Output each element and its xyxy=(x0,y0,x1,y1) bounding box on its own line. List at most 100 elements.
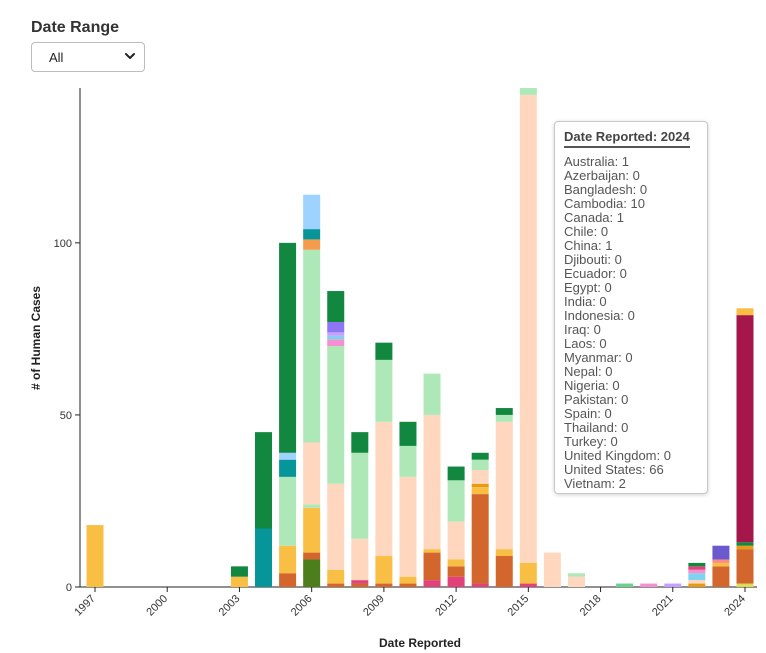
bar-segment-2022-egypt[interactable] xyxy=(688,580,706,584)
bar-segment-2007-indonesia[interactable] xyxy=(327,346,345,484)
tooltip-title: Date Reported: 2024 xyxy=(564,129,690,148)
bar-segment-2020-laos[interactable] xyxy=(640,583,658,587)
bar-segment-2005-indonesia[interactable] xyxy=(279,476,297,546)
bar-segment-2013-cambodia[interactable] xyxy=(471,494,489,584)
bar-segment-2007-laos[interactable] xyxy=(327,339,345,347)
bar-segment-2014-cambodia[interactable] xyxy=(495,556,513,587)
bar-segment-2013-egypt[interactable] xyxy=(471,469,489,484)
bar-segment-2010-china[interactable] xyxy=(399,421,417,446)
y-tick-label: 0 xyxy=(66,582,72,594)
bar-segment-2022-laos[interactable] xyxy=(688,569,706,574)
bar-segment-2006-indonesia[interactable] xyxy=(303,249,321,443)
bar-segment-2019-chile[interactable] xyxy=(616,583,634,587)
bar-segment-2014-china[interactable] xyxy=(495,408,513,415)
bar-segment-2007-myanmar[interactable] xyxy=(327,322,345,333)
bar-segment-2007-nigeria[interactable] xyxy=(327,335,345,340)
bar-segment-2012-vietnam[interactable] xyxy=(447,559,465,567)
bar-segment-2010-egypt[interactable] xyxy=(399,476,417,577)
bar-segment-2010-vietnam[interactable] xyxy=(399,576,417,584)
bar-segment-2015-indonesia[interactable] xyxy=(519,88,537,95)
bar-segment-2005-vietnam[interactable] xyxy=(279,545,297,574)
bar-segment-2024-australia[interactable] xyxy=(736,583,754,587)
bar-segment-2022-nigeria[interactable] xyxy=(688,573,706,581)
bar-segment-2006-thailand[interactable] xyxy=(303,229,321,240)
bar-segment-1997-vietnam[interactable] xyxy=(86,525,104,587)
bar-segment-2014-egypt[interactable] xyxy=(495,421,513,550)
bar-segment-2024-vietnam[interactable] xyxy=(736,308,754,316)
bar-segment-2007-vietnam[interactable] xyxy=(327,569,345,584)
bar-segment-2003-vietnam[interactable] xyxy=(230,576,248,587)
bar-segment-2005-thailand[interactable] xyxy=(279,459,297,477)
bar-segment-2015-egypt[interactable] xyxy=(519,94,537,563)
bar-segment-2004-china[interactable] xyxy=(255,432,273,529)
bar-segment-2022-canada[interactable] xyxy=(688,583,706,587)
bar-segment-2006-turkey[interactable] xyxy=(303,194,321,230)
bar-segment-2004-thailand[interactable] xyxy=(255,528,273,587)
bar-segment-2024-cambodia[interactable] xyxy=(736,549,754,584)
x-tick-label: 2018 xyxy=(578,593,604,619)
bar-segment-2003-china[interactable] xyxy=(230,566,248,577)
bar-segment-2022-china[interactable] xyxy=(688,562,706,567)
bar-segment-2011-vietnam[interactable] xyxy=(423,549,441,553)
bar-segment-2011-indonesia[interactable] xyxy=(423,373,441,415)
bar-segment-2009-indonesia[interactable] xyxy=(375,359,393,422)
bar-segment-2014-indonesia[interactable] xyxy=(495,414,513,422)
tooltip-row: Turkey: 0 xyxy=(564,434,618,449)
bar-segment-2013-china[interactable] xyxy=(471,452,489,460)
bar-segment-2023-unspecified[interactable] xyxy=(712,545,730,560)
bar-segment-2017-egypt[interactable] xyxy=(567,576,585,587)
bar-segment-2021-pakistan[interactable] xyxy=(664,583,682,587)
bar-segment-2005-china[interactable] xyxy=(279,242,297,453)
bar-segment-2006-vietnam[interactable] xyxy=(303,507,321,553)
bar-segment-2011-egypt[interactable] xyxy=(423,414,441,550)
bar-segment-2008-bangladesh[interactable] xyxy=(351,580,369,584)
bar-segment-2012-china[interactable] xyxy=(447,466,465,481)
bar-segment-2008-egypt[interactable] xyxy=(351,538,369,581)
bar-segment-2013-vietnam[interactable] xyxy=(471,487,489,495)
bar-segment-2009-egypt[interactable] xyxy=(375,421,393,557)
bar-segment-2006-indonesia[interactable] xyxy=(303,504,321,508)
bar-segment-2023-spain[interactable] xyxy=(712,559,730,563)
bar-segment-2006-iraq[interactable] xyxy=(303,239,321,250)
bar-segment-2009-cambodia[interactable] xyxy=(375,583,393,587)
bar-segment-2007-pakistan[interactable] xyxy=(327,332,345,336)
bar-segment-2006-azerbaijan[interactable] xyxy=(303,559,321,587)
bar-segment-2011-cambodia[interactable] xyxy=(423,552,441,581)
bar-segment-2009-vietnam[interactable] xyxy=(375,556,393,584)
bar-segment-2023-cambodia[interactable] xyxy=(712,566,730,587)
bar-segment-2011-bangladesh[interactable] xyxy=(423,580,441,587)
bar-segment-2007-egypt[interactable] xyxy=(327,483,345,570)
tooltip-row: United States: 66 xyxy=(564,462,664,477)
bar-segment-2010-indonesia[interactable] xyxy=(399,445,417,477)
bar-segment-2013-bangladesh[interactable] xyxy=(471,583,489,587)
bar-segment-2024-united-states[interactable] xyxy=(736,315,754,543)
bar-segment-2008-china[interactable] xyxy=(351,432,369,453)
bar-segment-2008-cambodia[interactable] xyxy=(351,583,369,587)
bar-segment-2022-bangladesh[interactable] xyxy=(688,566,706,570)
bar-segment-2012-egypt[interactable] xyxy=(447,521,465,560)
bar-segment-2005-cambodia[interactable] xyxy=(279,573,297,587)
bar-segment-2009-china[interactable] xyxy=(375,342,393,360)
bar-segment-2010-cambodia[interactable] xyxy=(399,583,417,587)
bar-segment-2024-china[interactable] xyxy=(736,542,754,546)
bar-segment-2017-indonesia[interactable] xyxy=(567,573,585,577)
bar-segment-2015-vietnam[interactable] xyxy=(519,562,537,584)
bar-segment-2015-bangladesh[interactable] xyxy=(519,583,537,587)
bar-segment-2007-cambodia[interactable] xyxy=(327,583,345,587)
bar-segment-2006-cambodia[interactable] xyxy=(303,552,321,560)
bar-segment-2012-bangladesh[interactable] xyxy=(447,576,465,587)
bar-segment-2012-cambodia[interactable] xyxy=(447,566,465,577)
bar-segment-2008-indonesia[interactable] xyxy=(351,452,369,539)
tooltip-row: Pakistan: 0 xyxy=(564,392,629,407)
bar-segment-2013-canada[interactable] xyxy=(471,483,489,488)
bar-segment-2013-indonesia[interactable] xyxy=(471,459,489,470)
bar-segment-2014-vietnam[interactable] xyxy=(495,549,513,557)
bar-segment-2005-turkey[interactable] xyxy=(279,452,297,460)
date-range-select[interactable]: All xyxy=(31,42,145,72)
bar-segment-2012-indonesia[interactable] xyxy=(447,480,465,522)
bar-segment-2024-canada[interactable] xyxy=(736,545,754,550)
bar-segment-2023-vietnam[interactable] xyxy=(712,562,730,567)
bar-segment-2007-china[interactable] xyxy=(327,291,345,323)
bar-segment-2016-egypt[interactable] xyxy=(543,552,561,587)
bar-segment-2006-egypt[interactable] xyxy=(303,442,321,505)
